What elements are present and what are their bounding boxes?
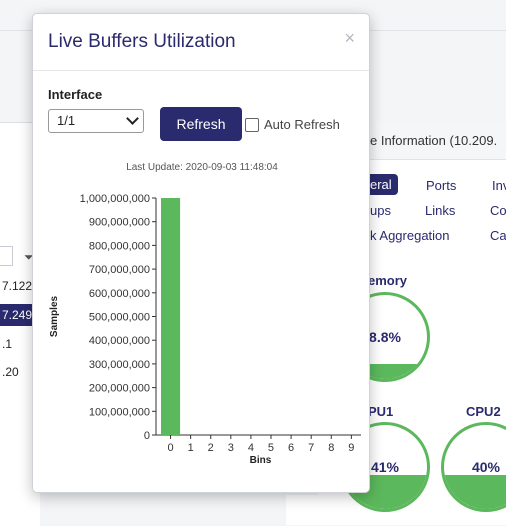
- y-axis-label: Samples: [49, 295, 60, 337]
- live-buffers-modal: Live Buffers Utilization × Interface 1/1…: [32, 13, 370, 493]
- filter-icon[interactable]: ⏷: [24, 250, 34, 264]
- y-tick-label: 500,000,000: [89, 312, 150, 324]
- close-icon[interactable]: ×: [344, 28, 355, 48]
- tab-links[interactable]: Links: [425, 203, 456, 218]
- last-update-text: Last Update: 2020-09-03 11:48:04: [126, 162, 278, 173]
- x-tick-label: 8: [328, 442, 334, 454]
- tab-groups[interactable]: ups: [370, 203, 391, 218]
- x-tick-label: 0: [167, 442, 173, 454]
- filter-input[interactable]: [0, 246, 13, 266]
- buffer-utilization-chart: 0 100,000,000 200,000,000 300,000,000 400,00…: [49, 193, 361, 466]
- list-item[interactable]: .20: [2, 365, 19, 379]
- y-tick-label: 200,000,000: [89, 383, 150, 395]
- x-axis-label: Bins: [250, 455, 272, 466]
- gauge-value: 40%: [471, 459, 501, 475]
- x-tick-label: 6: [288, 442, 294, 454]
- interface-label: Interface: [48, 87, 103, 102]
- x-tick-label: 2: [208, 442, 214, 454]
- x-tick-label: 5: [268, 442, 274, 454]
- x-tick-label: 1: [188, 442, 194, 454]
- tab-link-aggregation[interactable]: k Aggregation: [370, 228, 450, 243]
- bar-bin-0: [161, 198, 181, 435]
- x-tick-label: 9: [348, 442, 354, 454]
- tab-more[interactable]: Ca: [490, 228, 506, 243]
- gauge-fill: [444, 475, 506, 509]
- tab-config[interactable]: Co: [490, 203, 506, 218]
- x-tick-label: 4: [248, 442, 254, 454]
- chevron-down-icon: [126, 112, 139, 125]
- gauge-title-cpu1: PU1: [368, 404, 394, 419]
- y-tick-label: 100,000,000: [89, 406, 150, 418]
- list-item[interactable]: .1: [2, 337, 13, 351]
- gauge-value: 41%: [370, 459, 400, 475]
- gauge-value: 8.8%: [369, 329, 401, 345]
- y-tick-label: 0: [144, 430, 150, 442]
- list-item[interactable]: 7.122: [2, 279, 33, 293]
- list-item-selected[interactable]: 7.249: [0, 304, 40, 326]
- modal-header: Live Buffers Utilization ×: [33, 14, 369, 71]
- y-tick-label: 400,000,000: [89, 335, 150, 347]
- modal-title: Live Buffers Utilization: [48, 31, 236, 52]
- y-tick-label: 600,000,000: [89, 288, 150, 300]
- y-tick-label: 800,000,000: [89, 240, 150, 252]
- gauge-title-cpu2: CPU2: [466, 404, 501, 419]
- y-tick-label: 900,000,000: [89, 217, 150, 229]
- tab-ports[interactable]: Ports: [426, 178, 457, 193]
- auto-refresh-label[interactable]: Auto Refresh: [264, 117, 340, 132]
- y-tick-label: 700,000,000: [89, 264, 150, 276]
- tab-inventory[interactable]: Inv: [492, 178, 506, 193]
- refresh-button[interactable]: Refresh: [160, 107, 242, 141]
- interface-select[interactable]: 1/1: [48, 109, 144, 133]
- y-tick-label: 300,000,000: [89, 359, 150, 371]
- y-tick-label: 1,000,000,000: [80, 193, 150, 205]
- auto-refresh-checkbox[interactable]: [245, 118, 259, 132]
- cpu2-gauge: 40%: [441, 422, 506, 512]
- x-tick-label: 3: [228, 442, 234, 454]
- x-tick-label: 7: [308, 442, 314, 454]
- interface-select-value: 1/1: [57, 113, 76, 128]
- gauge-title-memory: emory: [368, 273, 408, 288]
